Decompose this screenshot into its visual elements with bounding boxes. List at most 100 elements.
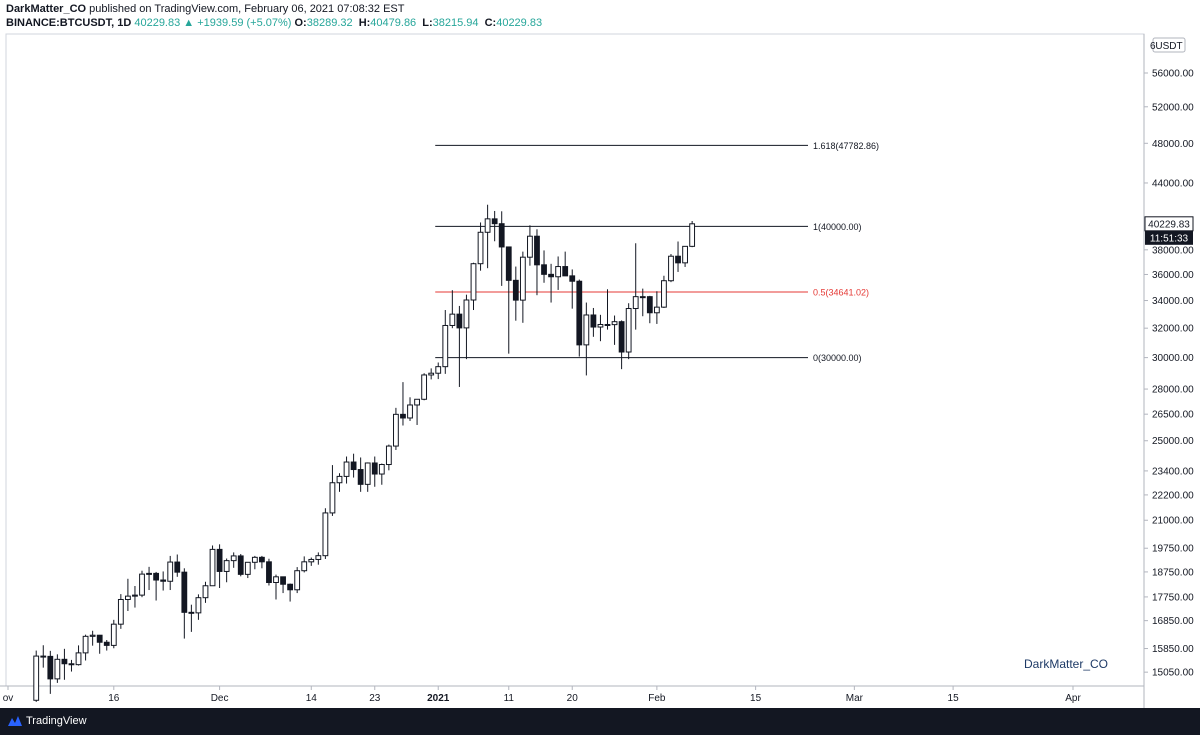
fib-label-2: 0.5(34641.02) <box>813 288 869 298</box>
candle-2020-11-06 <box>40 645 47 668</box>
candle-2021-01-01 <box>435 362 442 380</box>
close-value: 40229.83 <box>496 17 543 29</box>
y-tick-label-6: 36000.00 <box>1152 270 1194 281</box>
candle-2020-11-28 <box>195 594 202 620</box>
candle-2020-11-14 <box>96 634 103 654</box>
countdown-label: 11:51:33 <box>1150 233 1189 244</box>
candle-2020-11-15 <box>103 639 110 651</box>
x-tick-label-10: Mar <box>846 693 864 704</box>
candle-2020-12-31 <box>428 368 435 380</box>
candle-2021-02-04 <box>675 241 681 272</box>
plot-area-border <box>5 33 1145 687</box>
footer-bar: TradingView <box>0 708 1200 735</box>
candle-2020-12-26 <box>393 407 399 450</box>
fib-label-0: 1.618(47782.86) <box>813 141 879 151</box>
candle-2021-01-27 <box>618 320 625 370</box>
open-value: 38289.32 <box>306 17 353 29</box>
y-tick-label-1: 52000.00 <box>1152 102 1194 113</box>
y-tick-label-10: 28000.00 <box>1152 385 1194 396</box>
candle-2021-01-06 <box>470 262 477 311</box>
candle-2020-11-13 <box>89 630 96 646</box>
candle-2020-11-27 <box>188 604 195 632</box>
candle-2021-01-15 <box>534 229 540 296</box>
time-axis[interactable]: ov 16 Dec 14 23 2021 11 20 Feb 15 Mar 15 Apr <box>3 686 1082 704</box>
tradingview-logo-icon[interactable] <box>8 714 22 728</box>
y-tick-label-7: 34000.00 <box>1152 296 1194 307</box>
x-tick-label-2: Dec <box>211 693 229 704</box>
candles <box>33 204 696 702</box>
y-tick-label-19: 16850.00 <box>1152 616 1194 627</box>
candle-2020-12-07 <box>259 555 265 569</box>
candle-2020-11-21 <box>146 566 152 591</box>
candle-2020-12-24 <box>378 463 385 485</box>
candle-2021-01-21 <box>576 279 583 357</box>
candle-2020-11-05 <box>33 650 40 702</box>
candle-2020-12-03 <box>230 552 237 568</box>
x-tick-label-5: 2021 <box>427 693 450 704</box>
candle-2020-12-19 <box>343 456 350 484</box>
y-tick-label-9: 30000.00 <box>1152 353 1194 364</box>
candle-2020-12-12 <box>294 567 301 594</box>
price-chart[interactable]: 1.618(47782.86) 1(40000.00) 0.5(34641.02) 0… <box>0 0 1200 708</box>
y-tick-label-2: 48000.00 <box>1152 139 1194 150</box>
candle-2021-01-16 <box>541 250 547 283</box>
candle-2021-01-03 <box>449 290 456 329</box>
y-tick-label-16: 19750.00 <box>1152 544 1194 555</box>
candle-2020-12-11 <box>287 583 294 602</box>
fib-label-3: 0(30000.00) <box>813 353 862 363</box>
up-arrow-icon: ▲ <box>183 17 195 29</box>
candle-2021-01-29 <box>632 243 639 330</box>
candle-2020-11-17 <box>117 594 124 629</box>
candle-2021-01-25 <box>604 289 611 330</box>
candle-2020-12-30 <box>421 373 428 401</box>
candle-2020-11-10 <box>68 659 75 672</box>
candle-2020-11-18 <box>125 578 131 612</box>
x-tick-label-9: 15 <box>750 693 762 704</box>
candle-2021-01-04 <box>456 305 463 387</box>
candle-2020-12-25 <box>385 444 392 471</box>
candle-2020-11-26 <box>181 568 188 639</box>
y-tick-label-18: 17750.00 <box>1152 592 1194 603</box>
candle-2020-12-08 <box>266 558 272 586</box>
candle-2021-01-22 <box>583 302 590 376</box>
price-axis[interactable]: 56000.0052000.0048000.0044000.0040000.00… <box>1144 68 1194 679</box>
x-tick-label-3: 14 <box>306 693 318 704</box>
x-tick-label-4: 23 <box>369 693 381 704</box>
candle-2021-01-28 <box>625 303 632 360</box>
candle-2020-12-13 <box>301 556 308 573</box>
x-tick-label-12: Apr <box>1065 693 1081 704</box>
y-tick-label-8: 32000.00 <box>1152 324 1194 335</box>
candle-2020-11-07 <box>47 650 54 694</box>
y-tick-label-17: 18750.00 <box>1152 567 1194 578</box>
top-tick-partial: 6 <box>1150 41 1156 52</box>
candle-2021-01-08 <box>484 204 491 269</box>
symbol-name[interactable]: BINANCE:BTCUSDT, 1D <box>6 17 132 29</box>
publish-info: published on TradingView.com, February 0… <box>89 3 405 15</box>
author-watermark: DarkMatter_CO <box>1024 657 1109 671</box>
candle-2020-11-12 <box>82 634 89 661</box>
author-name[interactable]: DarkMatter_CO <box>6 3 87 15</box>
brand-name[interactable]: TradingView <box>26 715 87 727</box>
low-label: L: <box>422 17 433 29</box>
y-tick-label-12: 25000.00 <box>1152 436 1194 447</box>
x-tick-label-6: 11 <box>504 693 515 704</box>
candle-2021-01-30 <box>639 288 646 317</box>
candle-2021-01-11 <box>505 246 512 354</box>
candle-2020-12-16 <box>322 508 329 559</box>
candle-2020-11-23 <box>160 571 167 591</box>
x-tick-label-0: ov <box>3 693 14 704</box>
currency-badge[interactable]: USDT <box>1152 37 1186 53</box>
candle-2020-11-16 <box>110 619 117 649</box>
candle-2021-01-10 <box>498 211 505 286</box>
candle-2021-01-09 <box>491 210 498 242</box>
high-label: H: <box>358 17 371 29</box>
y-tick-label-0: 56000.00 <box>1152 68 1194 79</box>
y-tick-label-15: 21000.00 <box>1152 516 1194 527</box>
fib-retracement[interactable]: 1.618(47782.86) 1(40000.00) 0.5(34641.02) 0… <box>435 141 879 363</box>
candle-2021-01-23 <box>590 307 597 337</box>
candle-2020-11-11 <box>75 645 82 666</box>
close-label: C: <box>484 17 497 29</box>
candle-2021-02-02 <box>661 275 667 308</box>
candle-2020-12-23 <box>371 456 378 487</box>
current-price: 40229.83 <box>134 17 181 29</box>
